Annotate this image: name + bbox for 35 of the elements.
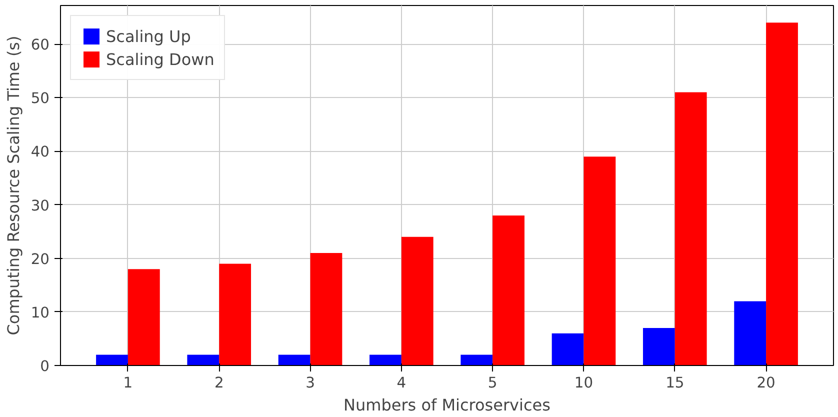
bar	[96, 354, 128, 366]
bar	[492, 216, 524, 366]
x-tick-label: 5	[488, 374, 498, 392]
y-tick-label: 30	[30, 197, 50, 214]
bar	[370, 354, 402, 366]
x-tick-label: 1	[123, 374, 133, 392]
bar	[310, 253, 342, 366]
legend-label: Scaling Up	[106, 26, 191, 46]
y-tick-label: 20	[30, 250, 50, 268]
y-tick-label: 40	[30, 144, 50, 161]
x-tick-label: 15	[666, 374, 684, 392]
bar	[401, 236, 434, 366]
x-axis-title: Numbers of Microservices	[344, 396, 550, 414]
bar	[584, 156, 616, 366]
x-tick-label: 4	[396, 374, 406, 392]
y-axis-title: Computing Resource Scaling Time (s)	[4, 36, 23, 336]
y-tick-label: 60	[30, 36, 50, 54]
y-tick-label: 10	[30, 304, 50, 322]
legend-label: Scaling Down	[106, 50, 214, 68]
y-tick-label: 50	[30, 90, 50, 108]
bar	[734, 301, 766, 366]
y-tick-label: 0	[40, 358, 50, 375]
bar	[219, 264, 252, 366]
bar	[642, 328, 675, 366]
bar	[552, 333, 584, 366]
bar	[128, 269, 160, 366]
x-tick-label: 10	[574, 374, 594, 392]
x-tick-label: 20	[756, 374, 776, 392]
x-tick-label: 2	[214, 374, 224, 392]
x-tick-label: 3	[306, 374, 315, 392]
bar	[460, 354, 493, 366]
bar	[766, 22, 798, 366]
bar	[187, 354, 220, 366]
bar	[278, 354, 310, 366]
bar	[674, 92, 707, 366]
